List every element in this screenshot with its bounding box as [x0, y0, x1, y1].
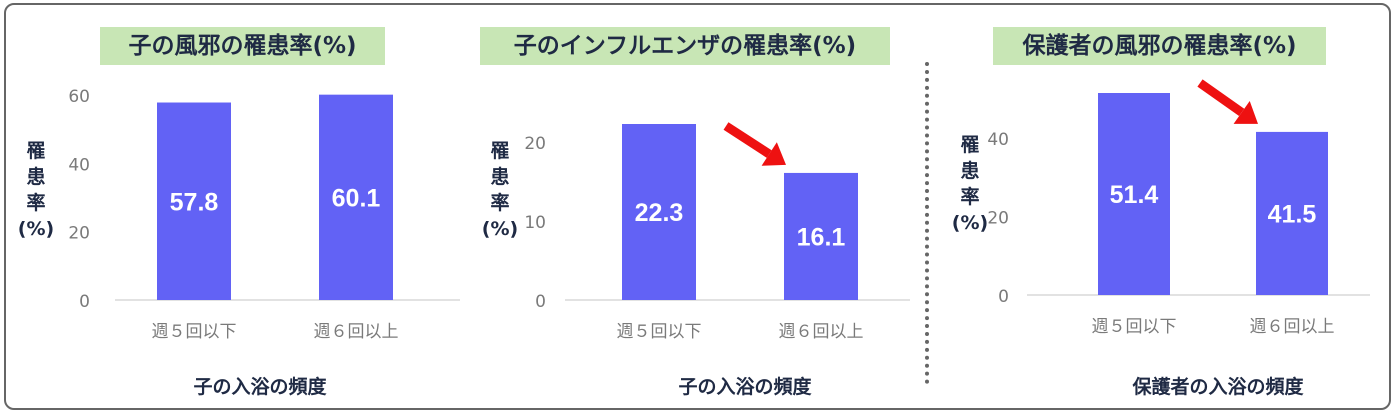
chart-1-plot: 0 20 40 60 57.8 週５回以下 60.1 週６回以上 [68, 87, 460, 342]
chart-1-ytick-3: 60 [68, 87, 90, 107]
chart-3-category-label-1: 週５回以下 [1092, 317, 1177, 337]
chart-1-value-label-1: 57.8 [170, 188, 219, 216]
chart-3-arrow-shaft [1197, 79, 1245, 117]
chart-1-ytick-1: 20 [68, 224, 90, 244]
chart-2-ytick-1: 10 [524, 213, 546, 233]
chart-1-ylabel-char-1: 罹 [26, 140, 46, 162]
chart-2-category-label-1: 週５回以下 [617, 322, 702, 342]
chart-1-category-label-2: 週６回以上 [314, 322, 399, 342]
chart-2-ylabel-char-2: 患 [490, 166, 510, 188]
chart-3-bar-1 [1098, 93, 1170, 295]
chart-3-ytick-0: 0 [998, 287, 1009, 307]
chart-3-ylabel-char-4: (%) [951, 212, 989, 234]
chart-3-title: 保護者の風邪の罹患率(%) [993, 27, 1326, 65]
chart-2-bar-1 [622, 124, 696, 300]
chart-2-ytick-0: 0 [535, 292, 546, 312]
chart-1-bar-1 [157, 102, 231, 300]
chart-3-plot: 0 20 40 51.4 週５回以下 41.5 週６回以上 [987, 79, 1370, 337]
chart-2-value-label-1: 22.3 [635, 199, 684, 227]
chart-3-category-label-2: 週６回以上 [1250, 317, 1335, 337]
chart-2-ylabel-char-1: 罹 [490, 140, 510, 162]
chart-3-bar-2 [1256, 131, 1328, 295]
chart-1-category-label-1: 週５回以下 [152, 322, 237, 342]
chart-1-bar-2 [319, 94, 393, 301]
chart-1-ylabel-char-2: 患 [26, 166, 46, 188]
chart-2-title: 子のインフルエンザの罹患率(%) [480, 27, 890, 65]
chart-2-ylabel-char-4: (%) [481, 218, 519, 240]
chart-2-ytick-2: 20 [524, 134, 546, 154]
chart-2-plot: 0 10 20 22.3 週５回以下 16.1 週６回以上 [524, 122, 910, 342]
chart-1-ylabel: 罹 患 率 (%) [14, 138, 58, 242]
chart-1-ylabel-char-4: (%) [17, 218, 55, 240]
chart-3-ytick-1: 20 [987, 208, 1009, 228]
chart-2-category-label-2: 週６回以上 [779, 322, 864, 342]
chart-2-ylabel: 罹 患 率 (%) [478, 138, 522, 242]
chart-2-ylabel-char-3: 率 [490, 192, 510, 214]
chart-3-xlabel: 保護者の入浴の頻度 [1132, 376, 1304, 398]
chart-1-ytick-0: 0 [79, 292, 90, 312]
chart-3-ylabel-char-1: 罹 [960, 134, 980, 156]
chart-3-ylabel: 罹 患 率 (%) [948, 132, 992, 236]
chart-1-ytick-2: 40 [68, 155, 90, 175]
chart-1-ylabel-char-3: 率 [26, 192, 46, 214]
panel-divider [925, 62, 929, 384]
chart-2-arrow-shaft [723, 122, 772, 158]
chart-2-bar-2 [784, 172, 858, 300]
chart-3-value-label-1: 51.4 [1110, 181, 1159, 209]
chart-2-xlabel: 子の入浴の頻度 [678, 376, 812, 398]
chart-1-xlabel: 子の入浴の頻度 [193, 376, 327, 398]
chart-3-arrow [1197, 79, 1258, 124]
chart-3-value-label-2: 41.5 [1268, 200, 1317, 228]
figure-frame [4, 3, 1391, 410]
chart-2-arrow-head [761, 142, 786, 166]
chart-3-ylabel-char-3: 率 [960, 186, 980, 208]
chart-1-title: 子の風邪の罹患率(%) [100, 27, 385, 65]
chart-3-arrow-head [1233, 100, 1258, 124]
chart-3-ylabel-char-2: 患 [960, 160, 980, 182]
chart-2-arrow [723, 122, 786, 166]
chart-3-ytick-2: 40 [987, 130, 1009, 150]
chart-2-value-label-2: 16.1 [797, 223, 846, 251]
chart-1-value-label-2: 60.1 [332, 184, 381, 212]
